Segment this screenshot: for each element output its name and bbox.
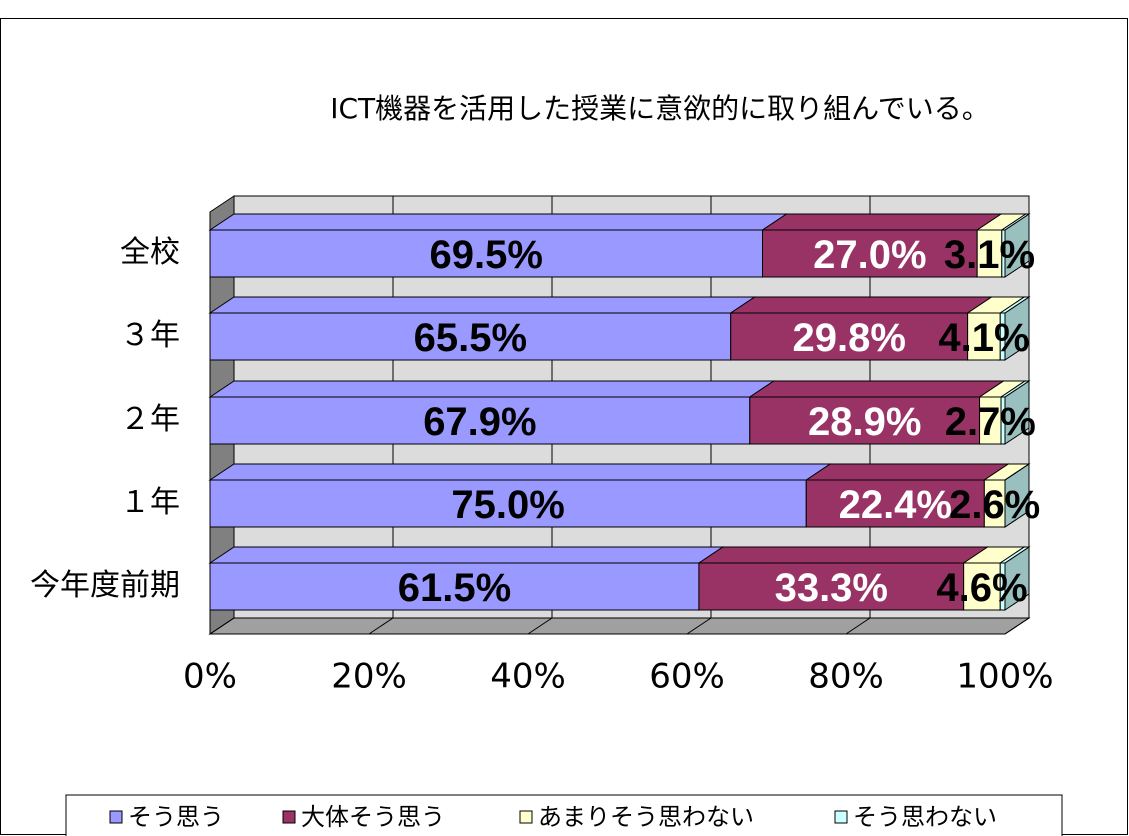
x-tick-label: 20% — [331, 657, 407, 697]
bar-front — [1000, 396, 1006, 445]
category-label: 今年度前期 — [30, 568, 180, 603]
floor-grid-line — [686, 617, 712, 635]
x-tick-label: 80% — [808, 657, 884, 697]
data-label: 61.5% — [398, 566, 511, 610]
legend-label: そう思う — [128, 803, 224, 831]
floor — [208, 617, 1031, 635]
data-label: 33.3% — [775, 566, 888, 610]
data-label: 4.6% — [936, 566, 1027, 610]
data-label: 75.0% — [451, 483, 564, 527]
bar-top — [697, 546, 990, 564]
bar-segment — [748, 380, 1006, 445]
bar-front — [209, 562, 700, 611]
bar-front — [976, 229, 1003, 278]
chart-title: ICT機器を活用した授業に意欲的に取り組んでいる。 — [330, 92, 990, 125]
bar-segment — [208, 296, 757, 361]
x-tick-label: 60% — [649, 657, 725, 697]
data-label: 69.5% — [430, 233, 543, 277]
bar-segment — [208, 546, 725, 611]
data-label: 67.9% — [423, 400, 536, 444]
data-label: 4.1% — [938, 316, 1029, 360]
legend-label: あまりそう思わない — [538, 803, 754, 831]
bar-segment — [999, 380, 1031, 445]
bar-top — [729, 296, 994, 314]
bar-top — [208, 380, 776, 398]
bar-front — [209, 229, 764, 278]
bar-front — [805, 479, 985, 528]
bar-top — [208, 296, 757, 314]
floor-grid-line — [1004, 617, 1030, 635]
legend-swatch — [109, 810, 123, 824]
category-label: 全校 — [120, 235, 180, 270]
bar-front — [999, 562, 1006, 611]
floor-grid-line — [845, 617, 871, 635]
bar-segment — [208, 380, 776, 445]
bar-segment — [1000, 213, 1031, 278]
category-label: １年 — [120, 485, 180, 520]
bar-front — [967, 312, 1001, 361]
bar-top — [1004, 463, 1030, 481]
legend-label: そう思わない — [853, 803, 997, 831]
legend-box — [65, 794, 1063, 836]
data-label: 65.5% — [414, 316, 527, 360]
x-tick-label: 0% — [183, 657, 237, 697]
bar-front — [999, 312, 1006, 361]
bar-segment — [998, 296, 1031, 361]
bar-front — [1001, 229, 1006, 278]
bar-front — [730, 312, 969, 361]
x-tick-label: 100% — [956, 657, 1053, 697]
category-label: ２年 — [120, 402, 180, 437]
floor-grid-line — [527, 617, 553, 635]
bar-top — [208, 463, 832, 481]
bar-front — [209, 479, 807, 528]
data-label: 28.9% — [808, 400, 921, 444]
bar-top — [208, 213, 789, 231]
bar-segment — [998, 546, 1031, 611]
bar-segment — [1004, 463, 1030, 528]
data-label: 2.6% — [949, 483, 1040, 527]
legend-swatch — [834, 810, 848, 824]
category-label: ３年 — [120, 318, 180, 353]
bar-top — [760, 213, 1003, 231]
bar-front — [209, 312, 732, 361]
bar-front — [209, 396, 751, 445]
data-label: 2.7% — [945, 400, 1036, 444]
data-label: 27.0% — [813, 233, 926, 277]
legend-swatch — [282, 810, 296, 824]
data-label: 22.4% — [839, 483, 952, 527]
bar-top — [208, 546, 725, 564]
bar-top — [804, 463, 1010, 481]
x-tick-label: 40% — [490, 657, 566, 697]
bar-front — [762, 229, 978, 278]
legend-label: 大体そう思う — [301, 803, 445, 831]
data-label: 3.1% — [944, 233, 1035, 277]
legend-swatch — [519, 810, 533, 824]
floor-grid-line — [368, 617, 394, 635]
floor-grid-line — [209, 617, 235, 635]
data-label: 29.8% — [792, 316, 905, 360]
bar-top — [748, 380, 1006, 398]
